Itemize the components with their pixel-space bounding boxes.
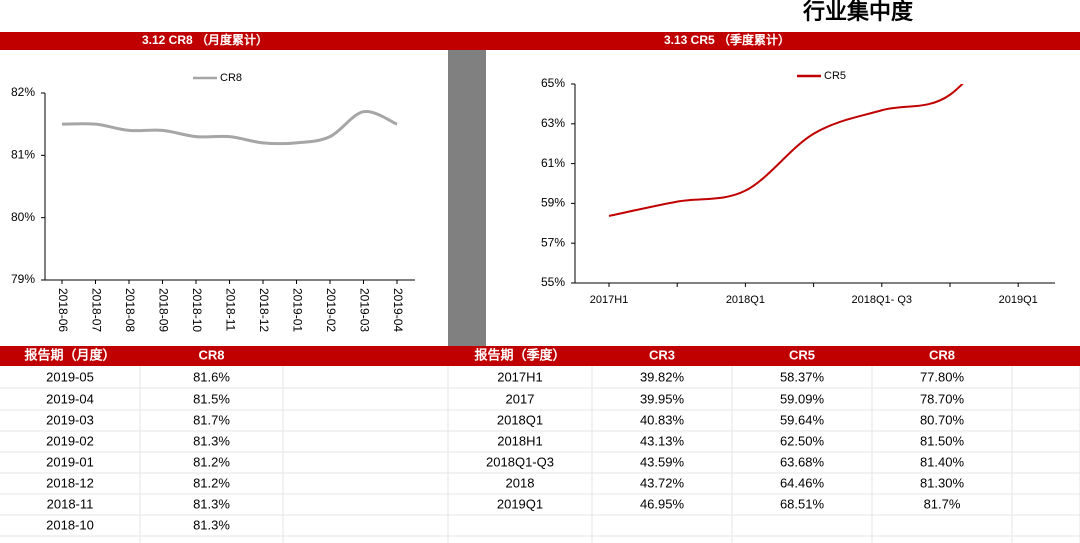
table-cell: 39.82% [640, 369, 685, 384]
y-tick-label: 82% [11, 85, 35, 99]
table-header: CR8 [198, 347, 224, 362]
table-cell: 2018Q1-Q3 [486, 454, 554, 469]
y-tick-label: 65% [541, 76, 565, 90]
y-tick-label: 81% [11, 148, 35, 162]
table-cell: 81.3% [193, 433, 230, 448]
x-tick-label: 2017H1 [590, 294, 629, 306]
series-line [61, 110, 398, 146]
page-title: 行业集中度 [802, 0, 914, 24]
table-cell: 81.30% [920, 475, 965, 490]
table-cell: 2019-02 [46, 433, 94, 448]
table-header: CR3 [649, 347, 675, 362]
table-cell: 39.95% [640, 391, 685, 406]
table-header: CR8 [929, 347, 955, 362]
chart-title: 3.13 CR5 （季度累计） [664, 32, 790, 47]
table-cell: 77.80% [920, 369, 965, 384]
table-cell: 64.46% [780, 475, 825, 490]
table-cell: 81.2% [193, 454, 230, 469]
table-cell: 2017H1 [497, 369, 543, 384]
table-cell: 80.70% [920, 412, 965, 427]
table-cell: 2018-10 [46, 517, 94, 532]
table-cell: 81.6% [193, 369, 230, 384]
table-header: 报告期（季度） [474, 347, 565, 362]
divider [448, 50, 486, 346]
x-tick-label: 2018-07 [89, 288, 103, 332]
y-tick-label: 63% [541, 116, 565, 130]
table-cell: 81.7% [924, 496, 961, 511]
table-cell: 2019-03 [46, 412, 94, 427]
table-cell: 63.68% [780, 454, 825, 469]
table-cell: 81.2% [193, 475, 230, 490]
table-cell: 81.5% [193, 391, 230, 406]
table-cell: 40.83% [640, 412, 685, 427]
table-header-band [0, 346, 1080, 366]
legend-label: CR8 [220, 72, 242, 84]
x-tick-label: 2018-12 [257, 288, 271, 332]
table-header: CR5 [789, 347, 815, 362]
table-cell: 59.09% [780, 391, 825, 406]
y-tick-label: 59% [541, 196, 565, 210]
table-cell: 81.7% [193, 412, 230, 427]
table-cell: 78.70% [920, 391, 965, 406]
table-cell: 2019-05 [46, 369, 94, 384]
table-cell: 68.51% [780, 496, 825, 511]
legend-label: CR5 [824, 70, 846, 82]
table-cell: 81.3% [193, 517, 230, 532]
x-tick-label: 2019-01 [290, 288, 304, 332]
table-cell: 43.72% [640, 475, 685, 490]
x-tick-label: 2019-02 [324, 288, 338, 332]
table-cell: 59.64% [780, 412, 825, 427]
x-tick-label: 2019-04 [391, 288, 405, 332]
x-tick-label: 2018-09 [156, 288, 170, 332]
y-tick-label: 55% [541, 275, 565, 289]
table-cell: 2019Q1 [497, 496, 543, 511]
y-tick-label: 79% [11, 272, 35, 286]
y-tick-label: 80% [11, 210, 35, 224]
table-cell: 2018 [506, 475, 535, 490]
x-tick-label: 2018Q1 [726, 294, 765, 306]
table-cell: 2018-11 [47, 496, 94, 511]
table-cell: 2017 [506, 391, 535, 406]
table-cell: 2019-04 [46, 391, 94, 406]
x-tick-label: 2018-08 [123, 288, 137, 332]
table-cell: 2018H1 [497, 433, 543, 448]
x-tick-label: 2019-03 [357, 288, 371, 332]
table-cell: 81.40% [920, 454, 965, 469]
x-tick-label: 2018-11 [223, 288, 237, 331]
table-cell: 46.95% [640, 496, 685, 511]
table-cell: 2019-01 [46, 454, 94, 469]
table-cell: 81.3% [193, 496, 230, 511]
title-band [0, 32, 1080, 50]
table-cell: 43.59% [640, 454, 685, 469]
x-tick-label: 2018-10 [190, 288, 204, 332]
table-cell: 2018Q1 [497, 412, 543, 427]
series-line [608, 84, 964, 217]
chart-title: 3.12 CR8 （月度累计） [142, 32, 268, 47]
y-tick-label: 57% [541, 235, 565, 249]
table-cell: 43.13% [640, 433, 685, 448]
x-tick-label: 2019Q1 [999, 294, 1038, 306]
table-header: 报告期（月度） [24, 347, 115, 362]
table-cell: 2018-12 [46, 475, 94, 490]
table-cell: 58.37% [780, 369, 825, 384]
table-cell: 81.50% [920, 433, 965, 448]
x-tick-label: 2018Q1- Q3 [852, 294, 913, 306]
y-tick-label: 61% [541, 156, 565, 170]
x-tick-label: 2018-06 [56, 288, 70, 332]
table-cell: 62.50% [780, 433, 825, 448]
